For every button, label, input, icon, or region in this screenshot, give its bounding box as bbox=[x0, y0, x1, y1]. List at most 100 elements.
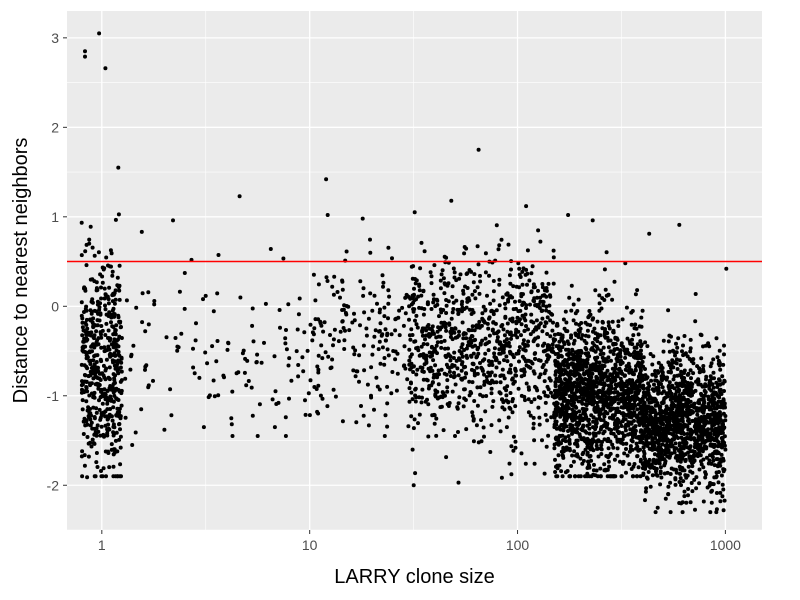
data-point bbox=[89, 330, 94, 335]
data-point bbox=[424, 360, 429, 365]
data-point bbox=[529, 290, 534, 295]
data-point bbox=[667, 390, 672, 395]
data-point bbox=[381, 284, 385, 289]
data-point bbox=[501, 327, 506, 332]
data-point bbox=[94, 410, 99, 415]
data-point bbox=[661, 414, 666, 419]
data-point bbox=[629, 390, 634, 395]
data-point bbox=[565, 413, 570, 418]
data-point bbox=[627, 398, 632, 403]
data-point bbox=[79, 362, 84, 367]
data-point bbox=[377, 339, 382, 344]
data-point bbox=[660, 366, 665, 370]
data-point bbox=[216, 393, 221, 398]
data-point bbox=[690, 418, 695, 423]
data-point bbox=[623, 428, 628, 433]
data-point bbox=[375, 384, 380, 389]
data-point bbox=[682, 494, 687, 499]
data-point bbox=[577, 363, 582, 368]
data-point bbox=[531, 415, 536, 420]
data-point bbox=[571, 365, 576, 370]
data-point bbox=[674, 470, 679, 475]
data-point bbox=[152, 302, 157, 307]
data-point bbox=[568, 474, 573, 479]
data-point bbox=[689, 432, 693, 437]
data-point bbox=[574, 321, 578, 326]
data-point bbox=[191, 346, 195, 351]
data-point bbox=[624, 364, 629, 369]
data-point bbox=[688, 458, 693, 463]
data-point bbox=[724, 266, 729, 271]
data-point bbox=[476, 351, 481, 356]
data-point bbox=[340, 287, 345, 292]
data-point bbox=[98, 357, 103, 362]
data-point bbox=[171, 218, 175, 223]
data-point bbox=[96, 250, 101, 255]
data-point bbox=[608, 401, 613, 406]
data-point bbox=[710, 455, 715, 460]
data-point bbox=[81, 432, 86, 436]
data-point bbox=[377, 310, 382, 315]
data-point bbox=[464, 272, 469, 276]
data-point bbox=[534, 318, 539, 323]
data-point bbox=[467, 379, 472, 384]
data-point bbox=[638, 378, 643, 383]
data-point bbox=[476, 345, 481, 350]
data-point bbox=[80, 316, 85, 321]
data-point bbox=[688, 368, 693, 373]
data-point bbox=[554, 474, 559, 479]
data-point bbox=[697, 481, 702, 486]
data-point bbox=[528, 365, 533, 370]
data-point bbox=[463, 398, 468, 402]
data-point bbox=[526, 339, 531, 344]
data-point bbox=[511, 284, 516, 289]
data-point bbox=[630, 370, 635, 375]
data-point bbox=[107, 386, 112, 391]
data-point bbox=[450, 294, 455, 299]
data-point bbox=[665, 375, 670, 380]
data-point bbox=[116, 315, 121, 320]
data-point bbox=[600, 375, 605, 380]
data-point bbox=[487, 340, 492, 344]
data-point bbox=[695, 441, 700, 446]
data-point bbox=[647, 457, 652, 462]
data-point bbox=[660, 385, 665, 390]
data-point bbox=[605, 331, 610, 336]
data-point bbox=[89, 299, 94, 304]
data-point bbox=[517, 359, 521, 364]
data-point bbox=[652, 382, 656, 387]
data-point bbox=[602, 267, 607, 272]
data-point bbox=[581, 436, 586, 441]
data-point bbox=[636, 416, 640, 421]
data-point bbox=[718, 490, 723, 495]
data-point bbox=[437, 314, 441, 319]
data-point bbox=[653, 510, 658, 515]
data-point bbox=[688, 346, 693, 351]
data-point bbox=[439, 272, 444, 277]
data-point bbox=[609, 358, 613, 363]
data-point bbox=[424, 377, 429, 382]
data-point bbox=[698, 419, 703, 424]
data-point bbox=[420, 365, 425, 370]
data-point bbox=[577, 322, 582, 327]
data-point bbox=[611, 341, 616, 346]
data-point bbox=[629, 420, 634, 425]
data-point bbox=[79, 300, 84, 305]
data-point bbox=[118, 427, 122, 432]
data-point bbox=[692, 458, 697, 463]
data-point bbox=[134, 305, 139, 310]
data-point bbox=[116, 398, 121, 402]
data-point bbox=[483, 342, 488, 347]
data-point bbox=[686, 450, 691, 455]
data-point bbox=[507, 349, 512, 354]
data-point bbox=[699, 391, 703, 396]
data-point bbox=[259, 360, 264, 365]
data-point bbox=[470, 380, 475, 385]
data-point bbox=[316, 411, 321, 416]
data-point bbox=[709, 361, 714, 366]
data-point bbox=[407, 333, 412, 338]
data-point bbox=[492, 346, 497, 351]
data-point bbox=[645, 392, 650, 396]
data-point bbox=[612, 457, 617, 462]
